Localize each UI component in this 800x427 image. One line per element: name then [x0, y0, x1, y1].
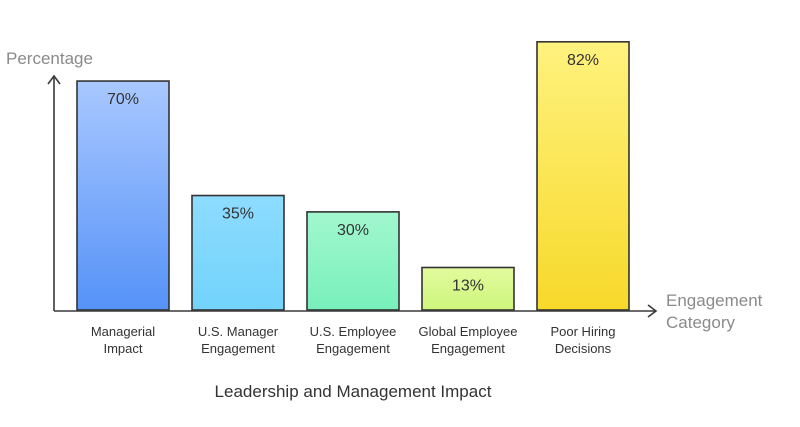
- category-label-3-line-2: Engagement: [316, 341, 390, 356]
- category-label-2-line-1: U.S. Manager: [198, 324, 279, 339]
- category-label-4: Global Employee Engagement: [419, 324, 518, 356]
- category-label-5: Poor Hiring Decisions: [550, 324, 615, 356]
- category-label-1-line-2: Impact: [103, 341, 142, 356]
- value-label-4: 13%: [452, 277, 484, 294]
- category-label-3-line-1: U.S. Employee: [310, 324, 397, 339]
- category-label-1: Managerial Impact: [91, 324, 155, 356]
- labels-layer: Percentage Engagement Category Leadershi…: [6, 49, 767, 401]
- x-axis-title: Engagement Category: [666, 291, 767, 332]
- category-label-5-line-2: Decisions: [555, 341, 612, 356]
- category-label-2: U.S. Manager Engagement: [198, 324, 279, 356]
- category-label-5-line-1: Poor Hiring: [550, 324, 615, 339]
- value-label-1: 70%: [107, 91, 139, 108]
- axes-layer: [47, 74, 658, 318]
- chart-title: Leadership and Management Impact: [215, 382, 492, 401]
- category-label-4-line-1: Global Employee: [419, 324, 518, 339]
- category-label-2-line-2: Engagement: [201, 341, 275, 356]
- y-axis-arrowhead: [47, 74, 61, 85]
- bars-layer: [76, 41, 630, 311]
- value-label-2: 35%: [222, 206, 254, 223]
- y-axis-title: Percentage: [6, 49, 93, 68]
- category-label-4-line-2: Engagement: [431, 341, 505, 356]
- bar-3: [306, 211, 400, 311]
- bar-1: [76, 80, 170, 311]
- category-label-3: U.S. Employee Engagement: [310, 324, 397, 356]
- bar-4: [421, 266, 515, 311]
- x-axis-title-line-1: Engagement: [666, 291, 763, 310]
- x-axis-arrowhead: [647, 304, 658, 318]
- bar-2: [191, 194, 285, 311]
- value-label-5: 82%: [567, 52, 599, 69]
- value-label-3: 30%: [337, 222, 369, 239]
- category-label-1-line-1: Managerial: [91, 324, 155, 339]
- bar-5: [536, 41, 630, 311]
- x-axis-title-line-2: Category: [666, 313, 735, 332]
